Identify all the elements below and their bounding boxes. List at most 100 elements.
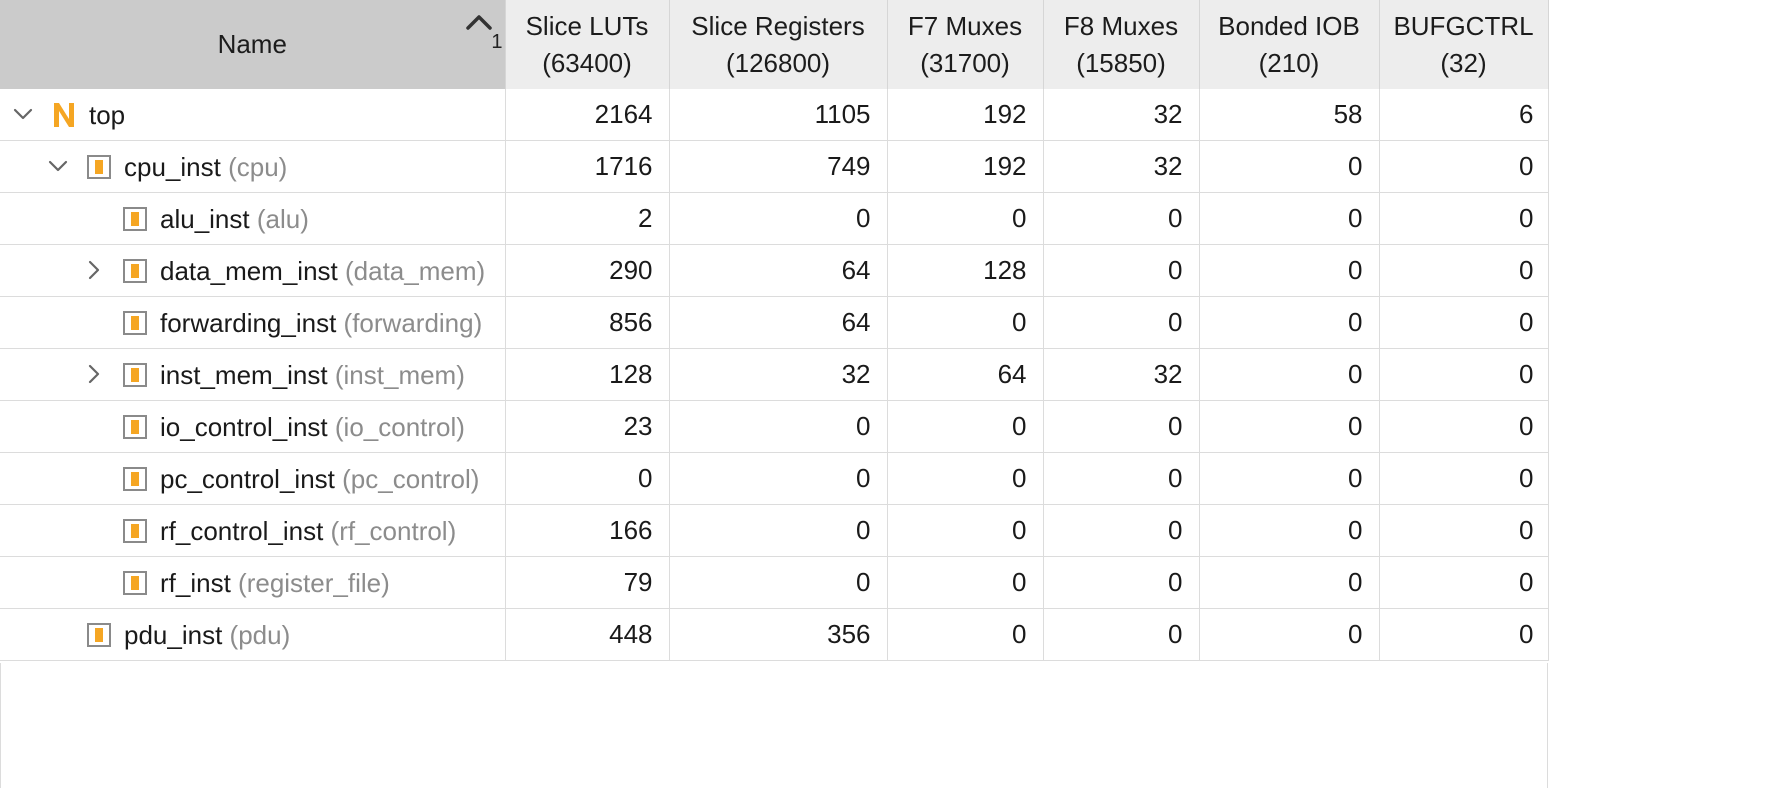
column-header-name[interactable]: Name 1 (0, 0, 506, 89)
value-f8-muxes: 32 (1043, 89, 1200, 141)
name-cell[interactable]: data_mem_inst (data_mem) (0, 244, 506, 297)
column-header-slice-registers[interactable]: Slice Registers (126800) (669, 0, 888, 89)
value-bonded-iob: 0 (1199, 452, 1380, 505)
sort-rank: 1 (491, 31, 503, 53)
value-slice-luts: 2164 (505, 89, 670, 141)
name-cell[interactable]: top (0, 89, 506, 141)
column-header-capacity: (126800) (725, 47, 831, 78)
column-header-bonded-iob[interactable]: Bonded IOB (210) (1199, 0, 1380, 89)
value-f7-muxes: 192 (887, 140, 1044, 193)
value-f7-muxes: 0 (887, 452, 1044, 505)
name-cell[interactable]: inst_mem_inst (inst_mem) (0, 348, 506, 401)
column-header-line: Slice Registers (691, 10, 865, 41)
name-cell[interactable]: rf_inst (register_file) (0, 556, 506, 609)
value-slice-luts: 448 (505, 608, 670, 661)
value-bonded-iob: 0 (1199, 556, 1380, 609)
chevron-right-icon[interactable] (83, 363, 105, 385)
value-slice-registers: 0 (669, 504, 888, 557)
value-bufgctrl: 0 (1379, 608, 1549, 661)
table-row-forwarding-inst[interactable]: forwarding_inst (forwarding) 856 64 0 0 … (0, 296, 1549, 349)
instance-icon (123, 571, 147, 595)
value-slice-registers: 32 (669, 348, 888, 401)
name-cell[interactable]: io_control_inst (io_control) (0, 400, 506, 453)
value-f8-muxes: 0 (1043, 452, 1200, 505)
value-bonded-iob: 0 (1199, 244, 1380, 297)
module-name: (forwarding) (343, 308, 483, 338)
sort-ascending-icon (459, 6, 499, 46)
instance-icon (87, 155, 111, 179)
value-f7-muxes: 64 (887, 348, 1044, 401)
value-f7-muxes: 192 (887, 89, 1044, 141)
table-row-top[interactable]: top 2164 1105 192 32 58 6 (0, 89, 1549, 141)
chevron-down-icon[interactable] (12, 103, 34, 125)
value-slice-luts: 1716 (505, 140, 670, 193)
instance-icon (123, 207, 147, 231)
table-row-inst-mem-inst[interactable]: inst_mem_inst (inst_mem) 128 32 64 32 0 … (0, 348, 1549, 401)
utilization-table: Name 1 Slice LUTs (63400) Slice Register… (0, 0, 1549, 661)
value-slice-luts: 166 (505, 504, 670, 557)
value-f7-muxes: 0 (887, 608, 1044, 661)
instance-name: rf_control_inst (160, 516, 324, 546)
chevron-down-icon[interactable] (47, 155, 69, 177)
module-name: (data_mem) (345, 256, 486, 286)
value-bonded-iob: 0 (1199, 140, 1380, 193)
table-row-io-control-inst[interactable]: io_control_inst (io_control) 23 0 0 0 0 … (0, 400, 1549, 453)
value-bonded-iob: 0 (1199, 348, 1380, 401)
module-name: (rf_control) (330, 516, 457, 546)
column-header-bufgctrl[interactable]: BUFGCTRL (32) (1379, 0, 1549, 89)
column-header-capacity: (31700) (920, 47, 1010, 78)
module-name: (inst_mem) (334, 360, 465, 390)
netlist-top-icon (54, 103, 74, 127)
column-header-line: F7 Muxes (907, 10, 1023, 41)
instance-icon (123, 415, 147, 439)
value-slice-registers: 356 (669, 608, 888, 661)
chevron-right-icon[interactable] (83, 259, 105, 281)
value-f7-muxes: 0 (887, 296, 1044, 349)
column-header-capacity: (210) (1258, 47, 1320, 78)
table-row-alu-inst[interactable]: alu_inst (alu) 2 0 0 0 0 0 (0, 192, 1549, 245)
instance-name: pc_control_inst (160, 464, 335, 494)
module-name: (alu) (256, 204, 309, 234)
table-row-cpu-inst[interactable]: cpu_inst (cpu) 1716 749 192 32 0 0 (0, 140, 1549, 193)
table-row-data-mem-inst[interactable]: data_mem_inst (data_mem) 290 64 128 0 0 … (0, 244, 1549, 297)
grid-line (0, 663, 1, 788)
name-cell[interactable]: pc_control_inst (pc_control) (0, 452, 506, 505)
value-bufgctrl: 0 (1379, 244, 1549, 297)
value-slice-luts: 0 (505, 452, 670, 505)
value-bufgctrl: 0 (1379, 348, 1549, 401)
value-f7-muxes: 0 (887, 192, 1044, 245)
table-row-pc-control-inst[interactable]: pc_control_inst (pc_control) 0 0 0 0 0 0 (0, 452, 1549, 505)
module-name: (pc_control) (342, 464, 480, 494)
value-f7-muxes: 0 (887, 556, 1044, 609)
column-header-line: Slice LUTs (525, 10, 649, 41)
value-f8-muxes: 0 (1043, 556, 1200, 609)
column-header-f8-muxes[interactable]: F8 Muxes (15850) (1043, 0, 1200, 89)
table-row-rf-inst[interactable]: rf_inst (register_file) 79 0 0 0 0 0 (0, 556, 1549, 609)
column-header-capacity: (32) (1440, 47, 1487, 78)
header-row: Name 1 Slice LUTs (63400) Slice Register… (0, 0, 1549, 89)
column-header-f7-muxes[interactable]: F7 Muxes (31700) (887, 0, 1044, 89)
module-name: (io_control) (334, 412, 465, 442)
table-row-pdu-inst[interactable]: pdu_inst (pdu) 448 356 0 0 0 0 (0, 608, 1549, 661)
value-f8-muxes: 0 (1043, 608, 1200, 661)
value-bufgctrl: 0 (1379, 452, 1549, 505)
instance-name: alu_inst (160, 204, 250, 234)
name-cell[interactable]: forwarding_inst (forwarding) (0, 296, 506, 349)
value-slice-registers: 0 (669, 556, 888, 609)
name-cell[interactable]: cpu_inst (cpu) (0, 140, 506, 193)
value-bufgctrl: 0 (1379, 140, 1549, 193)
empty-table-area (0, 663, 1548, 788)
value-bonded-iob: 0 (1199, 504, 1380, 557)
column-header-slice-luts[interactable]: Slice LUTs (63400) (505, 0, 670, 89)
name-cell[interactable]: rf_control_inst (rf_control) (0, 504, 506, 557)
module-name: (cpu) (228, 152, 288, 182)
instance-name: top (89, 100, 126, 130)
instance-name: forwarding_inst (160, 308, 337, 338)
value-slice-luts: 128 (505, 348, 670, 401)
name-cell[interactable]: alu_inst (alu) (0, 192, 506, 245)
name-cell[interactable]: pdu_inst (pdu) (0, 608, 506, 661)
value-f8-muxes: 0 (1043, 504, 1200, 557)
table-row-rf-control-inst[interactable]: rf_control_inst (rf_control) 166 0 0 0 0… (0, 504, 1549, 557)
column-header-line: Bonded IOB (1218, 10, 1360, 41)
instance-name: inst_mem_inst (160, 360, 328, 390)
